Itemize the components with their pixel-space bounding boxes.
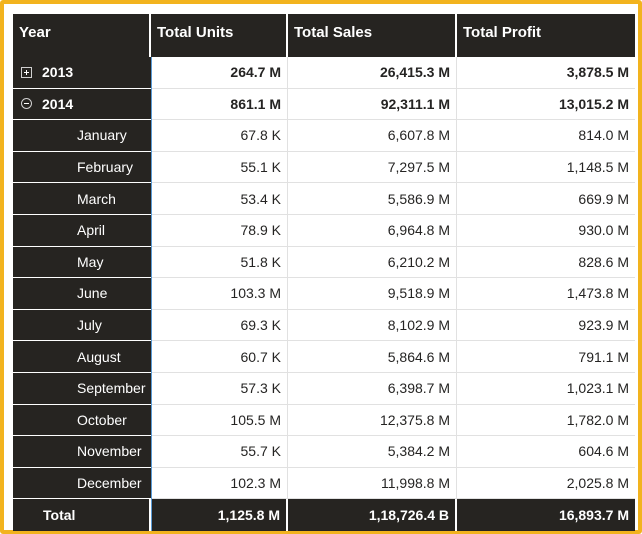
cell-sales: 6,964.8 M bbox=[288, 214, 457, 247]
cell-sales: 6,398.7 M bbox=[288, 372, 457, 405]
cell-units: 69.3 K bbox=[151, 309, 288, 342]
cell-sales: 5,864.6 M bbox=[288, 341, 457, 373]
month-row: June 103.3 M 9,518.9 M 1,473.8 M bbox=[13, 278, 635, 310]
plus-icon[interactable] bbox=[21, 66, 32, 78]
row-header-month[interactable]: September bbox=[13, 372, 151, 405]
month-row: April 78.9 K 6,964.8 M 930.0 M bbox=[13, 214, 635, 247]
cell-units: 105.5 M bbox=[151, 404, 288, 437]
cell-sales: 11,998.8 M bbox=[288, 467, 457, 500]
row-header-month[interactable]: April bbox=[13, 214, 151, 247]
cell-profit: 1,782.0 M bbox=[457, 404, 635, 437]
cell-units: 103.3 M bbox=[151, 278, 288, 310]
cell-sales: 6,210.2 M bbox=[288, 246, 457, 279]
cell-profit: 791.1 M bbox=[457, 341, 635, 373]
cell-profit: 2,025.8 M bbox=[457, 467, 635, 500]
cell-units: 102.3 M bbox=[151, 467, 288, 500]
cell-profit: 13,015.2 M bbox=[457, 88, 635, 121]
column-header-total-units[interactable]: Total Units bbox=[151, 14, 288, 57]
cell-units: 57.3 K bbox=[151, 372, 288, 405]
cell-units: 60.7 K bbox=[151, 341, 288, 373]
cell-units: 264.7 M bbox=[151, 57, 288, 89]
cell-units: 78.9 K bbox=[151, 214, 288, 247]
cell-sales: 92,311.1 M bbox=[288, 88, 457, 121]
cell-sales: 7,297.5 M bbox=[288, 151, 457, 184]
row-header-month[interactable]: July bbox=[13, 309, 151, 342]
month-row: March 53.4 K 5,586.9 M 669.9 M bbox=[13, 183, 635, 215]
month-row: May 51.8 K 6,210.2 M 828.6 M bbox=[13, 246, 635, 279]
cell-profit: 669.9 M bbox=[457, 183, 635, 215]
cell-units: 55.1 K bbox=[151, 151, 288, 184]
cell-sales: 12,375.8 M bbox=[288, 404, 457, 437]
selection-indicator bbox=[151, 57, 152, 531]
cell-units: 53.4 K bbox=[151, 183, 288, 215]
cell-sales: 26,415.3 M bbox=[288, 57, 457, 89]
cell-profit: 1,473.8 M bbox=[457, 278, 635, 310]
cell-profit: 1,023.1 M bbox=[457, 372, 635, 405]
cell-sales: 9,518.9 M bbox=[288, 278, 457, 310]
header-row: Year Total Units Total Sales Total Profi… bbox=[13, 14, 635, 57]
row-header-month[interactable]: May bbox=[13, 246, 151, 279]
row-header-month[interactable]: January bbox=[13, 120, 151, 152]
row-header-2013[interactable]: 2013 bbox=[13, 57, 151, 89]
column-header-total-profit[interactable]: Total Profit bbox=[463, 24, 542, 41]
month-row: July 69.3 K 8,102.9 M 923.9 M bbox=[13, 309, 635, 342]
cell-units: 67.8 K bbox=[151, 120, 288, 152]
month-row: November 55.7 K 5,384.2 M 604.6 M bbox=[13, 436, 635, 468]
month-row: January 67.8 K 6,607.8 M 814.0 M bbox=[13, 120, 635, 152]
row-header-label: 2013 bbox=[42, 64, 74, 81]
total-label: Total bbox=[13, 499, 151, 532]
row-header-label: 2014 bbox=[42, 95, 74, 112]
cell-profit: 923.9 M bbox=[457, 309, 635, 342]
row-header-month[interactable]: June bbox=[13, 278, 151, 310]
row-header-month[interactable]: November bbox=[13, 436, 151, 468]
total-sales: 1,18,726.4 B bbox=[288, 499, 457, 532]
cell-sales: 5,384.2 M bbox=[288, 436, 457, 468]
year-row-2014: 2014 861.1 M 92,311.1 M 13,015.2 M bbox=[13, 88, 635, 121]
row-header-month[interactable]: August bbox=[13, 341, 151, 373]
cell-profit: 930.0 M bbox=[457, 214, 635, 247]
cell-units: 55.7 K bbox=[151, 436, 288, 468]
row-header-month[interactable]: October bbox=[13, 404, 151, 437]
cell-sales: 6,607.8 M bbox=[288, 120, 457, 152]
cell-profit: 604.6 M bbox=[457, 436, 635, 468]
cell-units: 51.8 K bbox=[151, 246, 288, 279]
minus-icon[interactable] bbox=[21, 98, 32, 110]
total-units: 1,125.8 M bbox=[151, 499, 288, 532]
row-header-month[interactable]: March bbox=[13, 183, 151, 215]
cell-sales: 8,102.9 M bbox=[288, 309, 457, 342]
cell-units: 861.1 M bbox=[151, 88, 288, 121]
cell-profit: 1,148.5 M bbox=[457, 151, 635, 184]
month-row: September 57.3 K 6,398.7 M 1,023.1 M bbox=[13, 372, 635, 405]
cell-profit: 828.6 M bbox=[457, 246, 635, 279]
month-row: October 105.5 M 12,375.8 M 1,782.0 M bbox=[13, 404, 635, 437]
row-header-month[interactable]: December bbox=[13, 467, 151, 500]
row-header-2014[interactable]: 2014 bbox=[13, 88, 151, 121]
cell-profit: 3,878.5 M bbox=[457, 57, 635, 89]
column-header-total-sales[interactable]: Total Sales bbox=[288, 14, 457, 57]
column-header-year[interactable]: Year bbox=[13, 14, 151, 57]
row-header-month[interactable]: February bbox=[13, 151, 151, 184]
matrix-table: Year Total Units Total Sales Total Profi… bbox=[13, 14, 635, 532]
month-row: August 60.7 K 5,864.6 M 791.1 M bbox=[13, 341, 635, 373]
month-row: February 55.1 K 7,297.5 M 1,148.5 M bbox=[13, 151, 635, 184]
year-row-2013: 2013 264.7 M 26,415.3 M 3,878.5 M bbox=[13, 57, 635, 89]
month-row: December 102.3 M 11,998.8 M 2,025.8 M bbox=[13, 467, 635, 500]
month-rows: January 67.8 K 6,607.8 M 814.0 M February 55.… bbox=[13, 120, 635, 500]
total-profit: 16,893.7 M bbox=[558, 507, 629, 524]
total-row: Total 1,125.8 M 1,18,726.4 B 16,893.7 M bbox=[13, 499, 635, 532]
cell-profit: 814.0 M bbox=[457, 120, 635, 152]
cell-sales: 5,586.9 M bbox=[288, 183, 457, 215]
